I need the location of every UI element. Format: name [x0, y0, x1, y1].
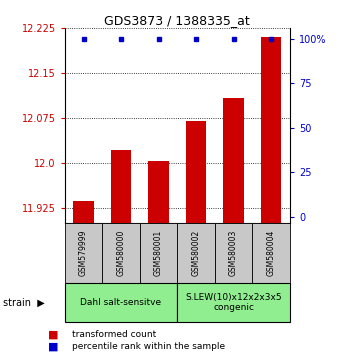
Text: GSM580003: GSM580003 [229, 230, 238, 276]
Text: GSM580004: GSM580004 [267, 230, 276, 276]
Text: transformed count: transformed count [72, 330, 156, 339]
Text: strain  ▶: strain ▶ [3, 298, 45, 308]
Text: ■: ■ [48, 341, 58, 351]
Bar [261, 37, 281, 223]
Text: GSM580000: GSM580000 [117, 230, 125, 276]
Title: GDS3873 / 1388335_at: GDS3873 / 1388335_at [104, 14, 250, 27]
Bar [177, 223, 215, 283]
Bar [65, 223, 102, 283]
Text: S.LEW(10)x12x2x3x5
congenic: S.LEW(10)x12x2x3x5 congenic [185, 293, 282, 312]
Bar [177, 283, 290, 322]
Text: ■: ■ [48, 330, 58, 339]
Bar [102, 223, 140, 283]
Bar [73, 201, 94, 223]
Text: GSM580001: GSM580001 [154, 230, 163, 276]
Bar [140, 223, 177, 283]
Text: GSM580002: GSM580002 [192, 230, 201, 276]
Bar [111, 150, 131, 223]
Text: percentile rank within the sample: percentile rank within the sample [72, 342, 225, 351]
Bar [186, 121, 206, 223]
Bar [148, 161, 169, 223]
Bar [215, 223, 252, 283]
Bar [65, 283, 177, 322]
Text: Dahl salt-sensitve: Dahl salt-sensitve [80, 298, 162, 307]
Bar [223, 98, 244, 223]
Text: GSM579999: GSM579999 [79, 230, 88, 276]
Bar [252, 223, 290, 283]
